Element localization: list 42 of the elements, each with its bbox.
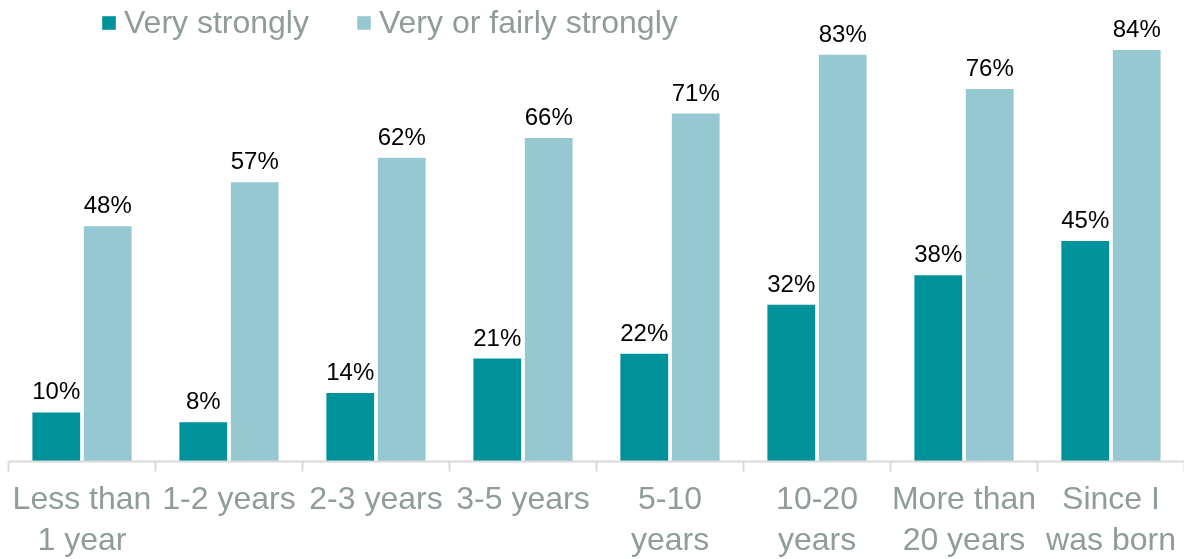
bar xyxy=(230,182,279,462)
data-label: 57% xyxy=(230,147,279,175)
bar xyxy=(914,275,963,462)
x-tick-label: 2-3 years xyxy=(309,479,443,516)
x-tick-label: 10-20 years xyxy=(776,479,858,557)
bar xyxy=(83,226,132,462)
bar xyxy=(767,304,816,462)
data-label: 76% xyxy=(965,54,1014,82)
x-tick-label: 1-2 years xyxy=(162,479,296,516)
bar xyxy=(179,422,228,462)
data-label: 14% xyxy=(326,357,375,385)
data-label: 84% xyxy=(1112,14,1161,42)
x-tick-label: Less than 1 year xyxy=(12,479,152,557)
data-label: 32% xyxy=(767,269,816,297)
bar xyxy=(1112,49,1161,462)
x-tick-label: Since I was born xyxy=(1045,479,1176,557)
data-label: 48% xyxy=(83,191,132,219)
data-label: 45% xyxy=(1061,206,1110,233)
bar xyxy=(620,353,669,462)
bar xyxy=(671,113,720,462)
legend-label: Very or fairly strongly xyxy=(378,4,678,41)
x-tick-label: 5-10 years xyxy=(630,479,710,557)
x-tick-label: More than 20 years xyxy=(891,479,1037,557)
data-label: 71% xyxy=(671,78,720,106)
bar xyxy=(818,54,867,462)
bar xyxy=(473,358,522,462)
data-label: 10% xyxy=(32,377,81,405)
data-label: 66% xyxy=(524,103,573,131)
bar xyxy=(524,138,573,462)
bar xyxy=(965,89,1014,462)
bar xyxy=(1061,241,1110,462)
bar xyxy=(32,412,81,462)
bar xyxy=(326,392,375,462)
data-label: 62% xyxy=(377,122,426,150)
x-tick-label: 3-5 years xyxy=(456,479,590,516)
legend-label: Very strongly xyxy=(124,4,309,41)
data-label: 83% xyxy=(818,19,867,47)
data-label: 21% xyxy=(473,323,522,351)
data-label: 8% xyxy=(185,387,221,415)
data-label: 38% xyxy=(914,240,963,268)
data-label: 22% xyxy=(620,318,669,346)
bar xyxy=(377,157,426,462)
